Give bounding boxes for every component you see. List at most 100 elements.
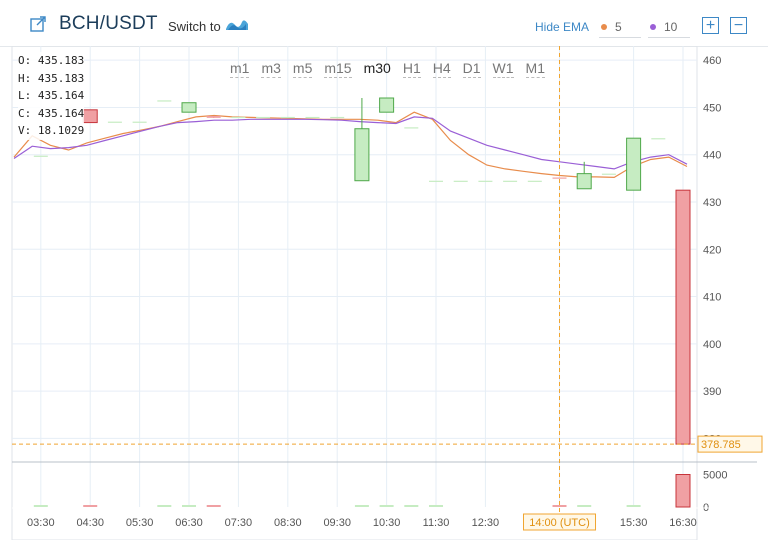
volume-bar	[182, 505, 197, 507]
volume-bar	[404, 505, 419, 507]
candle-body	[379, 97, 395, 113]
candlestick-chart[interactable]: 38039040041042043044045046005000378.7850…	[0, 46, 768, 540]
timeframe-M1[interactable]: M1	[525, 60, 545, 78]
ohlc-low: L: 435.164	[18, 89, 85, 103]
timeframe-H4[interactable]: H4	[432, 60, 451, 78]
candle-body	[280, 116, 295, 119]
volume-bar	[429, 505, 444, 507]
timeframe-bar: m1 m3 m5 m15 m30 H1 H4 D1 W1 M1	[230, 60, 545, 78]
timeframe-m5[interactable]: m5	[292, 60, 313, 78]
timeframe-m15[interactable]: m15	[324, 60, 352, 78]
x-tick-label: 08:30	[274, 517, 302, 529]
ema10-underline	[648, 37, 690, 38]
ema10-value: 10	[664, 20, 678, 34]
candle-body	[453, 180, 468, 182]
candle-body	[181, 102, 197, 113]
x-tick-label: 07:30	[225, 517, 253, 529]
zoom-out-button[interactable]: −	[730, 17, 747, 34]
ema10-line	[13, 116, 688, 170]
candle-body	[576, 173, 592, 190]
volume-bar	[577, 505, 592, 507]
candle-body	[354, 128, 370, 182]
ohlc-high: H: 435.183	[18, 71, 85, 85]
candle-body	[305, 116, 320, 119]
candle-body	[82, 109, 98, 124]
tradingview-logo-icon[interactable]	[225, 16, 249, 32]
ema5-legend[interactable]: 5	[601, 20, 622, 34]
candle-body	[429, 180, 444, 182]
volume-bar	[206, 505, 221, 507]
candle-body	[651, 138, 666, 140]
x-tick-label: 12:30	[472, 517, 500, 529]
y-tick-label: 410	[703, 292, 721, 304]
candle-body	[527, 180, 542, 182]
candle-body	[330, 116, 345, 119]
crosshair-price-label: 378.785	[701, 439, 741, 451]
candle-body	[503, 180, 518, 182]
timeframe-D1[interactable]: D1	[462, 60, 481, 78]
volume-bar	[354, 505, 369, 507]
volume-bar	[552, 505, 567, 507]
y-tick-label: 400	[703, 339, 721, 351]
x-tick-label: 05:30	[126, 517, 154, 529]
candle-body	[404, 127, 419, 129]
ohlc-volume: V: 18.1029	[18, 124, 85, 138]
volume-bar	[83, 505, 98, 507]
timeframe-m30[interactable]: m30	[363, 60, 391, 76]
timeframe-m3[interactable]: m3	[261, 60, 281, 78]
candle-body	[33, 155, 48, 157]
volume-bar	[33, 505, 48, 507]
x-tick-label: 06:30	[175, 517, 203, 529]
volume-tick-label: 5000	[703, 470, 727, 482]
candle-body	[206, 115, 221, 118]
ema5-underline	[599, 37, 641, 38]
y-tick-label: 390	[703, 386, 721, 398]
crosshair-price-box	[697, 435, 763, 453]
candle-body	[256, 116, 271, 119]
x-tick-label: 04:30	[76, 517, 104, 529]
candle-body	[107, 121, 122, 123]
crosshair-time-box	[523, 513, 597, 531]
x-tick-label: 09:30	[323, 517, 351, 529]
pair-title: BCH/USDT	[59, 13, 158, 34]
x-tick-label: 15:30	[620, 517, 648, 529]
candle-body	[157, 100, 172, 102]
volume-bar	[675, 474, 691, 508]
candle-body	[231, 116, 246, 119]
candle-body	[601, 173, 616, 175]
ema5-line	[13, 111, 688, 179]
zoom-in-button[interactable]: +	[702, 17, 719, 34]
ema10-legend[interactable]: 10	[650, 20, 677, 34]
x-tick-label: 10:30	[373, 517, 401, 529]
y-tick-label: 450	[703, 102, 721, 114]
volume-bar	[157, 505, 172, 507]
x-tick-label: 11:30	[423, 517, 450, 529]
chart-header: BCH/USDT Switch to Hide EMA 5 10 + −	[0, 0, 768, 47]
x-tick-label: 14:00 (UTC)	[529, 517, 590, 529]
y-tick-label: 460	[703, 55, 721, 67]
ema5-dot-icon	[601, 24, 607, 30]
candle-body	[626, 137, 642, 191]
y-tick-label: 420	[703, 244, 721, 256]
y-tick-label: 440	[703, 150, 721, 162]
ohlc-open: O: 435.183	[18, 54, 85, 67]
ema5-value: 5	[615, 20, 622, 34]
switch-to-label[interactable]: Switch to	[168, 19, 221, 34]
volume-bar	[379, 505, 394, 507]
x-tick-label: 16:30	[669, 517, 697, 529]
timeframe-m1[interactable]: m1	[230, 60, 250, 78]
ohlc-close: C: 435.164	[18, 106, 85, 120]
timeframe-W1[interactable]: W1	[492, 60, 514, 78]
candle-body	[478, 180, 493, 182]
candle-body	[132, 121, 147, 123]
volume-bar	[626, 505, 641, 507]
ohlc-readout: O: 435.183 H: 435.183 L: 435.164 C: 435.…	[18, 52, 85, 140]
expand-icon[interactable]	[30, 16, 46, 32]
candle-body	[552, 177, 567, 179]
y-tick-label: 430	[703, 197, 721, 209]
x-tick-label: 03:30	[27, 517, 55, 529]
candle-body	[675, 189, 691, 445]
plot-frame	[11, 46, 698, 540]
timeframe-H1[interactable]: H1	[402, 60, 421, 78]
hide-ema-button[interactable]: Hide EMA	[535, 20, 590, 34]
